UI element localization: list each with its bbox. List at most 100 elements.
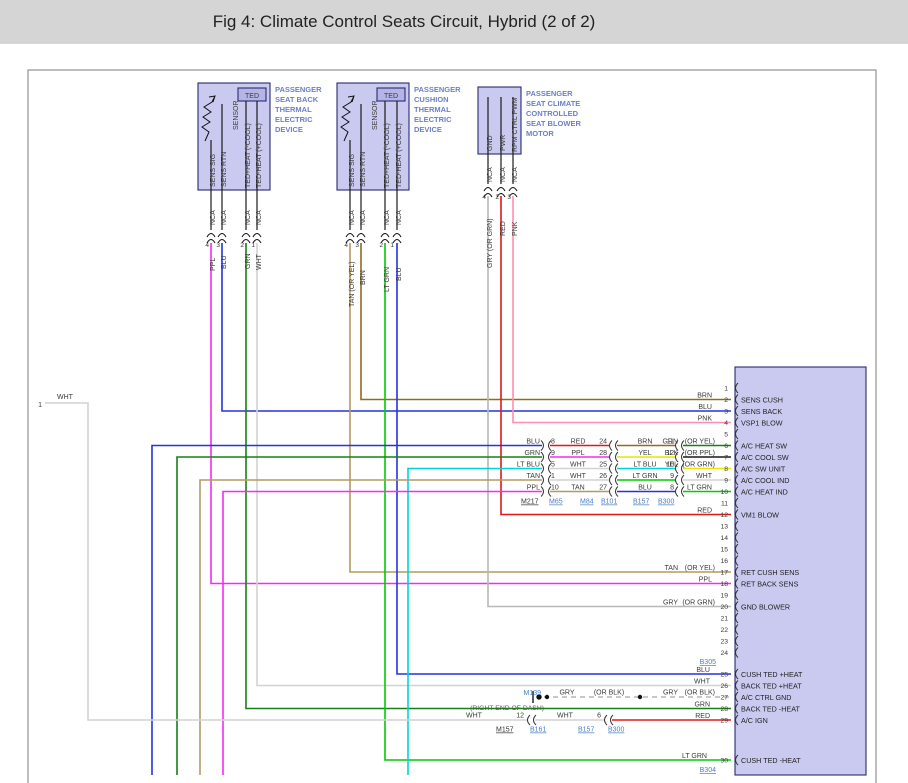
wire-color-label: WHT [256, 253, 263, 270]
inline-connector-icon [206, 238, 216, 244]
connector-arc [615, 463, 619, 474]
wire-box1-wht [256, 243, 731, 687]
pin-label: A/C CTRL GND [741, 693, 791, 702]
pin-number: 22 [720, 627, 728, 634]
wire-color-label: PNK [698, 416, 713, 423]
wire-color-label: WHT [570, 473, 587, 480]
component-name-line: PASSENGER [275, 85, 322, 94]
connector-id-link[interactable]: M157 [496, 727, 514, 734]
ted-sub-box-2 [376, 87, 406, 102]
wire-color-label: GRY (OR GRN) [487, 218, 494, 268]
pin-label: SENS CUSH [741, 396, 783, 405]
connector-arc [604, 714, 608, 726]
connector-arc [675, 486, 679, 497]
wire-color-label: BRN [360, 270, 367, 285]
pin-function-label: GND [487, 135, 494, 151]
connector-id-link[interactable]: B300 [658, 499, 674, 506]
pin-number: 1 [724, 386, 728, 393]
pin-number: 2 [379, 242, 383, 249]
pin-arc [735, 440, 739, 451]
wire-color-label: PNK [512, 221, 519, 236]
nca-label: NCA [500, 167, 507, 182]
pin-number: 16 [720, 558, 728, 565]
wire-color-label: BRN [697, 393, 712, 400]
nca-label: NCA [396, 210, 403, 225]
pin-number: 28 [599, 450, 607, 457]
pin-number: 17 [720, 570, 728, 577]
inline-connector-icon [252, 232, 262, 238]
pin-number: 4 [482, 194, 486, 201]
wire-color-label: YEL [638, 450, 651, 457]
connector-arc [681, 440, 685, 451]
pin-number: 7 [724, 455, 728, 462]
pin-number: 4 [344, 242, 348, 249]
pin-arc [735, 691, 739, 703]
climate-control-module-box [734, 366, 867, 776]
pin-arc [735, 382, 739, 394]
pin-arc [735, 601, 739, 612]
component-name-line: THERMAL [414, 105, 451, 114]
figure-title: Fig 4: Climate Control Seats Circuit, Hy… [0, 0, 908, 44]
connector-id-link[interactable]: B161 [530, 727, 546, 734]
component-name-line: MOTOR [526, 129, 554, 138]
wire-color-label: RED [571, 439, 586, 446]
pin-number: 4 [724, 420, 728, 427]
wire-color-label: RED [500, 221, 507, 236]
wire-color-label: LT GRN [384, 267, 391, 292]
pin-function-label: TED+HEAT (-COOL) [245, 123, 252, 188]
connector-arc [615, 451, 619, 463]
nca-label: NCA [210, 210, 217, 225]
pin-number: 3 [507, 194, 511, 201]
connector-id-link[interactable]: M84 [580, 499, 594, 506]
pin-function-label: PWR [500, 135, 507, 151]
pin-label: CUSH TED +HEAT [741, 670, 803, 679]
inline-connector-icon [217, 232, 227, 238]
diagram-frame [27, 69, 877, 783]
connector-id-link[interactable]: B157 [633, 499, 649, 506]
pin-function-label: TED-HEAT (+COOL) [396, 123, 403, 188]
wire-color-label: WHT [57, 394, 74, 401]
connector-id-link[interactable]: B157 [578, 727, 594, 734]
pin-arc [735, 635, 739, 647]
inline-connector-icon [241, 238, 251, 244]
pin-arc [735, 647, 739, 658]
inline-connector-icon [356, 232, 366, 238]
pin-number: 5 [724, 432, 728, 439]
pin-arc [735, 428, 739, 440]
component-name-line: SEAT CLIMATE [526, 99, 580, 108]
pin-number: 8 [724, 466, 728, 473]
pin-number: 1 [251, 242, 255, 249]
connector-id-link[interactable]: M139 [523, 690, 541, 697]
connector-id-link[interactable]: M217 [521, 499, 539, 506]
pin-number: 28 [720, 706, 728, 713]
connector-id-link[interactable]: B101 [601, 499, 617, 506]
pin-number: 12 [516, 713, 524, 720]
inline-connector-icon [380, 238, 390, 244]
connector-id-link[interactable]: B300 [608, 727, 624, 734]
connector-id-link[interactable]: B304 [700, 767, 716, 774]
pin-number: 29 [720, 718, 728, 725]
wire-color-label: WHT [466, 713, 483, 720]
connector-arc [540, 463, 544, 474]
pin-arc [735, 509, 739, 520]
location-note: (RIGHT END OF DASH) [470, 705, 544, 712]
pin-number: 8 [551, 439, 555, 446]
wire-color-label: BLU [696, 667, 710, 674]
pin-number: 9 [724, 478, 728, 485]
inline-connector-icon [345, 232, 355, 238]
pin-number: 27 [720, 695, 728, 702]
connector-id-link[interactable]: B305 [700, 659, 716, 666]
wire-row1-blu [151, 444, 542, 775]
wire-color-label: WHT [557, 713, 574, 720]
wire-color-label: LT GRN [632, 473, 657, 480]
wire-color-label: PPL [527, 485, 540, 492]
wire-color-label: (OR GRN) [682, 600, 715, 607]
pin-arc [735, 624, 739, 635]
pin-label: RET CUSH SENS [741, 568, 799, 577]
pin-arc [735, 463, 739, 474]
connector-arc [609, 440, 613, 451]
pin-number: 2 [724, 397, 728, 404]
wire-box1-ppl [210, 243, 731, 585]
pin-number: 1 [551, 473, 555, 480]
connector-id-link[interactable]: M65 [549, 499, 563, 506]
